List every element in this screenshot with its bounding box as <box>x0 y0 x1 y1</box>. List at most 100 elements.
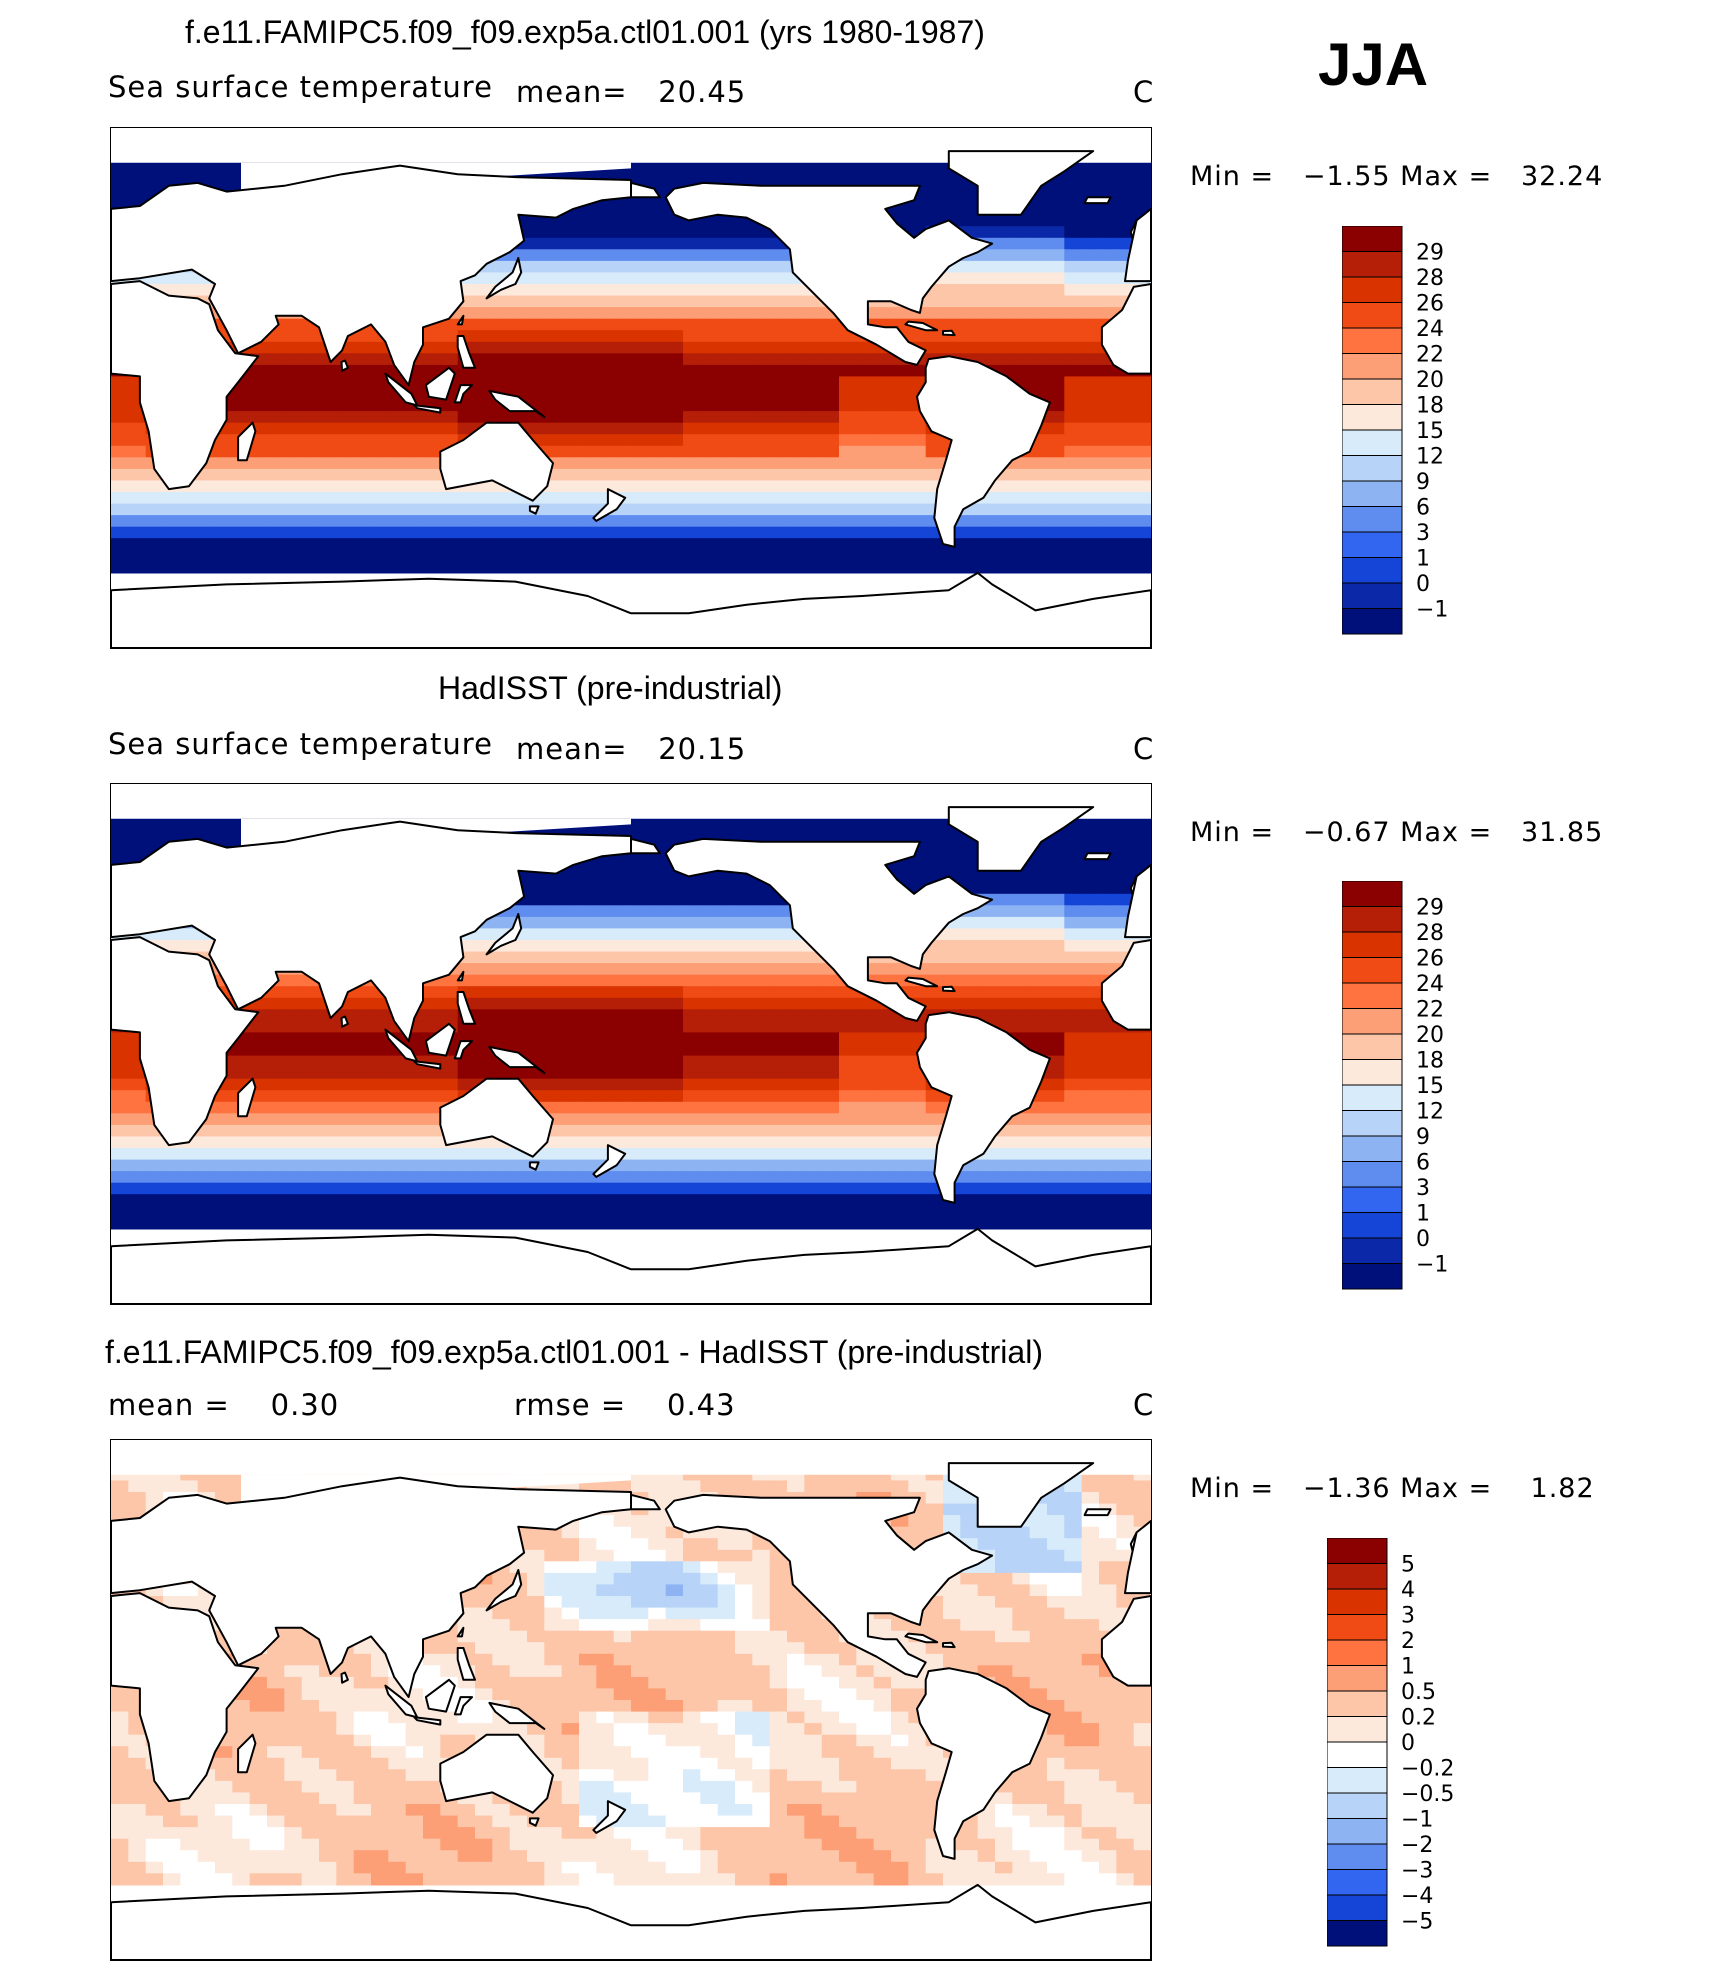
field-cell <box>821 468 840 482</box>
field-cell <box>700 284 719 297</box>
field-cell <box>613 272 632 285</box>
field-cell <box>475 986 493 999</box>
field-cell <box>509 411 528 424</box>
field-cell <box>821 1171 840 1184</box>
field-cell <box>336 1136 355 1149</box>
field-cell <box>925 951 944 964</box>
field-cell <box>561 364 580 378</box>
field-cell <box>527 986 545 999</box>
field-cell <box>301 515 320 528</box>
field-cell <box>561 411 580 424</box>
field-cell <box>665 1171 684 1184</box>
field-cell <box>197 1480 216 1493</box>
field-cell <box>1081 951 1100 964</box>
field-cell <box>1116 1480 1135 1493</box>
field-cell <box>891 1194 909 1207</box>
field-cell <box>769 445 788 458</box>
field-cell <box>319 1032 337 1045</box>
field-cell <box>579 561 597 574</box>
field-cell <box>787 353 805 366</box>
field-cell <box>1012 480 1031 493</box>
field-cell <box>319 1044 337 1057</box>
field-cell <box>561 1101 580 1114</box>
field-cell <box>1116 1538 1135 1551</box>
field-cell <box>1133 1044 1152 1057</box>
field-cell <box>735 1538 753 1551</box>
field-cell <box>492 1020 511 1034</box>
field-cell <box>873 1009 892 1022</box>
field-cell <box>821 330 840 343</box>
field-cell <box>856 997 875 1010</box>
field-cell <box>613 353 632 366</box>
field-cell <box>579 1136 597 1149</box>
field-cell <box>648 1159 667 1172</box>
field-cell <box>1081 399 1100 412</box>
field-cell <box>579 1205 597 1218</box>
colorbar-tick-label: 6 <box>1416 1151 1430 1176</box>
field-cell <box>1029 318 1048 331</box>
field-cell <box>700 1136 719 1149</box>
field-cell <box>509 905 528 918</box>
field-cell <box>128 411 147 424</box>
field-cell <box>787 1078 805 1091</box>
field-cell <box>145 1148 164 1161</box>
field-cell <box>977 318 996 331</box>
field-cell <box>995 480 1013 493</box>
field-cell <box>111 422 129 435</box>
field-cell <box>249 1182 268 1195</box>
colorbar-swatch <box>1341 1110 1403 1137</box>
field-cell <box>665 399 684 412</box>
field-cell <box>284 1182 303 1195</box>
field-cell <box>683 1549 701 1562</box>
field-cell <box>1064 1480 1083 1493</box>
field-cell <box>1064 1492 1083 1505</box>
field-cell <box>371 549 389 562</box>
field-cell <box>717 1480 736 1493</box>
field-cell <box>683 1159 701 1172</box>
field-cell <box>891 1032 909 1045</box>
field-cell <box>683 445 701 458</box>
field-cell <box>509 1194 528 1207</box>
field-cell <box>111 480 129 493</box>
field-cell <box>301 1078 320 1091</box>
field-cell <box>804 1090 823 1103</box>
field-cell <box>769 1044 788 1057</box>
field-cell <box>111 847 129 860</box>
field-cell <box>995 492 1013 505</box>
colorbar-tick-label: 0 <box>1416 572 1430 597</box>
field-cell <box>804 1055 823 1068</box>
field-cell <box>1133 1032 1152 1045</box>
field-cell <box>509 986 528 999</box>
field-cell <box>908 330 927 343</box>
field-cell <box>1029 1217 1048 1230</box>
field-cell <box>457 399 476 412</box>
field-cell <box>821 1032 840 1045</box>
field-cell <box>856 341 875 354</box>
field-cell <box>284 399 303 412</box>
field-cell <box>995 341 1013 354</box>
field-cell <box>683 411 701 424</box>
field-cell <box>683 284 701 297</box>
field-cell <box>804 445 823 458</box>
field-cell <box>700 986 719 999</box>
field-cell <box>544 538 563 551</box>
field-cell <box>995 1182 1013 1195</box>
field-cell <box>665 870 684 883</box>
field-cell <box>579 214 597 227</box>
field-cell <box>856 549 875 562</box>
field-cell <box>787 1124 805 1138</box>
field-cell <box>301 388 320 401</box>
field-cell <box>1012 1148 1031 1161</box>
field-cell <box>925 330 944 343</box>
field-cell <box>977 951 996 964</box>
field-cell <box>440 1148 459 1161</box>
field-cell <box>423 526 441 539</box>
field-cell <box>180 168 199 181</box>
field-cell <box>475 1032 493 1045</box>
field-cell <box>804 1009 823 1022</box>
coastline <box>904 976 939 988</box>
field-cell <box>1047 836 1065 849</box>
field-cell <box>1012 963 1031 976</box>
field-cell <box>613 1009 632 1022</box>
field-cell <box>960 870 979 883</box>
